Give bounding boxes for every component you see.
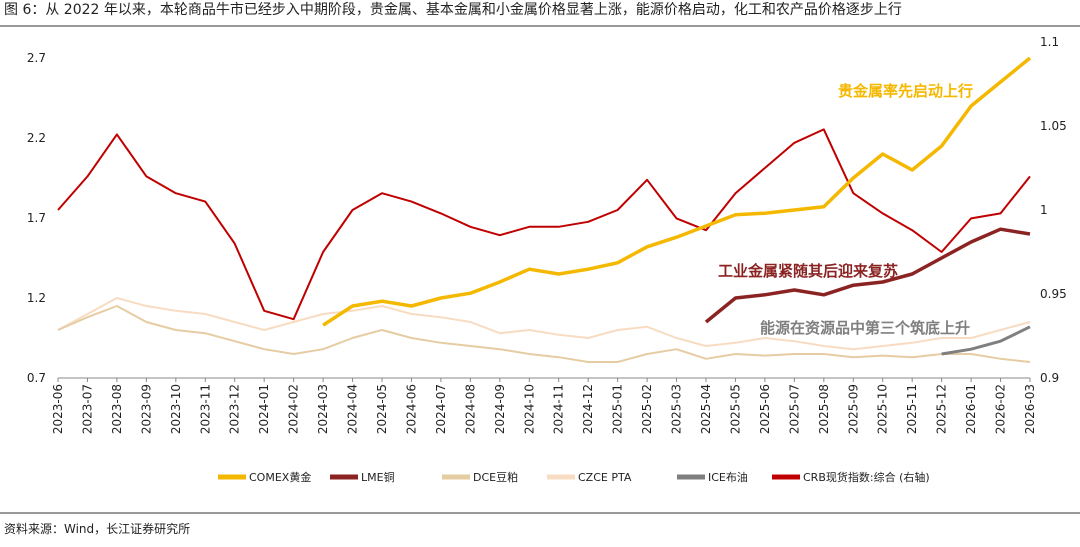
x-tick-label: 2025-08 (817, 384, 831, 434)
x-tick-label: 2025-07 (787, 384, 801, 434)
chart-title: 图 6：从 2022 年以来，本轮商品牛市已经步入中期阶段，贵金属、基本金属和小… (4, 1, 902, 18)
annotation: 能源在资源品中第三个筑底上升 (760, 319, 970, 337)
x-tick-label: 2026-03 (1023, 384, 1037, 434)
legend-label: COMEX黄金 (249, 470, 311, 484)
y2-tick-label: 1 (1040, 203, 1048, 217)
y-tick-label: 2.7 (27, 51, 46, 65)
x-tick-label: 2024-02 (287, 384, 301, 434)
x-tick-label: 2023-12 (228, 384, 242, 434)
x-tick-label: 2025-09 (846, 384, 860, 434)
series-line (57, 297, 1031, 351)
series-line (57, 128, 1031, 321)
x-tick-label: 2023-06 (51, 384, 65, 434)
legend-label: ICE布油 (708, 470, 748, 484)
series-line (941, 325, 1031, 356)
y2-tick-label: 1.05 (1040, 119, 1067, 133)
x-tick-label: 2024-08 (463, 384, 477, 434)
x-tick-label: 2024-07 (434, 384, 448, 434)
source: 资料来源：Wind，长江证券研究所 (4, 521, 190, 536)
annotation: 贵金属率先启动上行 (838, 82, 973, 100)
y2-tick-label: 1.1 (1040, 35, 1059, 49)
y-tick-label: 1.7 (27, 211, 46, 225)
x-tick-label: 2023-10 (169, 384, 183, 434)
x-tick-label: 2026-01 (964, 384, 978, 434)
y-tick-label: 0.7 (27, 371, 46, 385)
x-tick-label: 2024-11 (552, 384, 566, 434)
x-tick-label: 2025-01 (611, 384, 625, 434)
x-tick-label: 2025-10 (876, 384, 890, 434)
legend-label: CRB现货指数:综合 (右轴) (803, 470, 930, 484)
x-tick-label: 2024-06 (404, 384, 418, 434)
y2-tick-label: 0.95 (1040, 287, 1067, 301)
x-tick-label: 2024-10 (522, 384, 536, 434)
x-tick-label: 2024-09 (493, 384, 507, 434)
x-tick-label: 2025-05 (728, 384, 742, 434)
x-tick-label: 2025-04 (699, 384, 713, 434)
legend-label: DCE豆粕 (473, 470, 518, 484)
x-tick-label: 2023-09 (139, 384, 153, 434)
y-tick-label: 2.2 (27, 131, 46, 145)
legend-label: CZCE PTA (578, 471, 632, 484)
series-line (57, 305, 1031, 363)
x-tick-label: 2025-02 (640, 384, 654, 434)
x-tick-label: 2024-12 (581, 384, 595, 434)
x-tick-label: 2024-05 (375, 384, 389, 434)
annotation: 工业金属紧随其后迎来复苏 (718, 262, 898, 280)
x-tick-label: 2025-12 (935, 384, 949, 434)
series-line (322, 56, 1032, 327)
x-tick-label: 2024-03 (316, 384, 330, 434)
legend-label: LME铜 (361, 470, 395, 484)
x-tick-label: 2024-04 (346, 384, 360, 434)
x-tick-label: 2023-11 (198, 384, 212, 434)
x-tick-label: 2025-11 (905, 384, 919, 434)
x-tick-label: 2026-02 (994, 384, 1008, 434)
x-tick-label: 2024-01 (257, 384, 271, 434)
x-tick-label: 2025-06 (758, 384, 772, 434)
x-tick-label: 2023-07 (80, 384, 94, 434)
series-line (704, 227, 1031, 324)
x-tick-label: 2023-08 (110, 384, 124, 434)
x-tick-label: 2025-03 (670, 384, 684, 434)
y2-tick-label: 0.9 (1040, 371, 1059, 385)
y-tick-label: 1.2 (27, 291, 46, 305)
